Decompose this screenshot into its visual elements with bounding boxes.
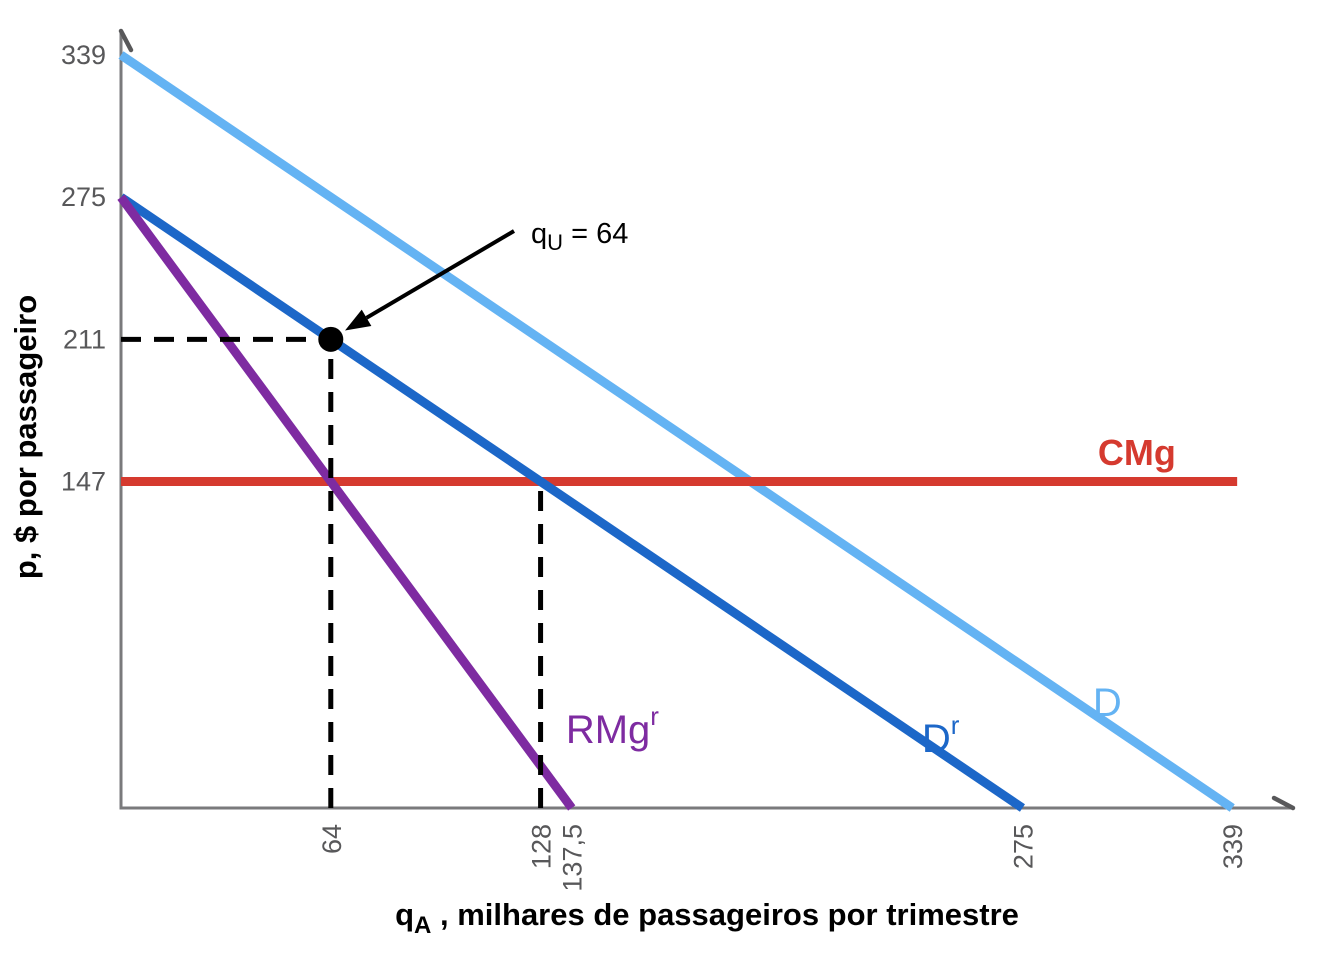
y-tick-275: 275 xyxy=(61,182,106,212)
marginal-revenue-curve-line xyxy=(117,194,576,811)
point-marker xyxy=(318,326,344,352)
annotation-label: qU = 64 xyxy=(531,218,628,255)
curve-labels: D CMg Dr RMgr xyxy=(566,432,1176,761)
y-tick-147: 147 xyxy=(61,466,106,496)
marginal-revenue-curve-label: RMgr xyxy=(566,701,659,752)
x-tick-128: 128 xyxy=(527,824,557,869)
annotation: qU = 64 xyxy=(345,218,628,331)
y-axis-title: p, $ por passageiro xyxy=(8,295,43,579)
marginal-cost-curve-label: CMg xyxy=(1098,432,1176,473)
annotation-arrow-line xyxy=(365,229,516,320)
y-tick-339: 339 xyxy=(61,40,106,70)
residual-demand-curve-label: Dr xyxy=(922,710,960,761)
dashed-guides xyxy=(121,336,544,808)
demand-curve-line xyxy=(118,51,1235,812)
x-axis-title: qA , milhares de passageiros por trimest… xyxy=(395,897,1019,939)
demand-curve-label: D xyxy=(1093,681,1122,725)
x-tick-137-5: 137,5 xyxy=(558,824,588,892)
axes xyxy=(118,28,1296,811)
annotation-arrowhead-icon xyxy=(345,309,372,331)
equilibrium-point xyxy=(318,326,344,352)
residual-demand-curve-line xyxy=(118,193,1025,812)
x-tick-339: 339 xyxy=(1218,824,1248,869)
x-tick-275: 275 xyxy=(1008,824,1038,869)
y-tick-211: 211 xyxy=(63,324,106,354)
curves xyxy=(117,51,1238,812)
tick-labels: 147 211 275 339 64 128 137,5 275 339 xyxy=(61,40,1248,892)
y-axis-arrowhead-icon xyxy=(118,28,134,53)
x-tick-64: 64 xyxy=(317,824,347,854)
x-axis-arrowhead-icon xyxy=(1271,795,1296,811)
